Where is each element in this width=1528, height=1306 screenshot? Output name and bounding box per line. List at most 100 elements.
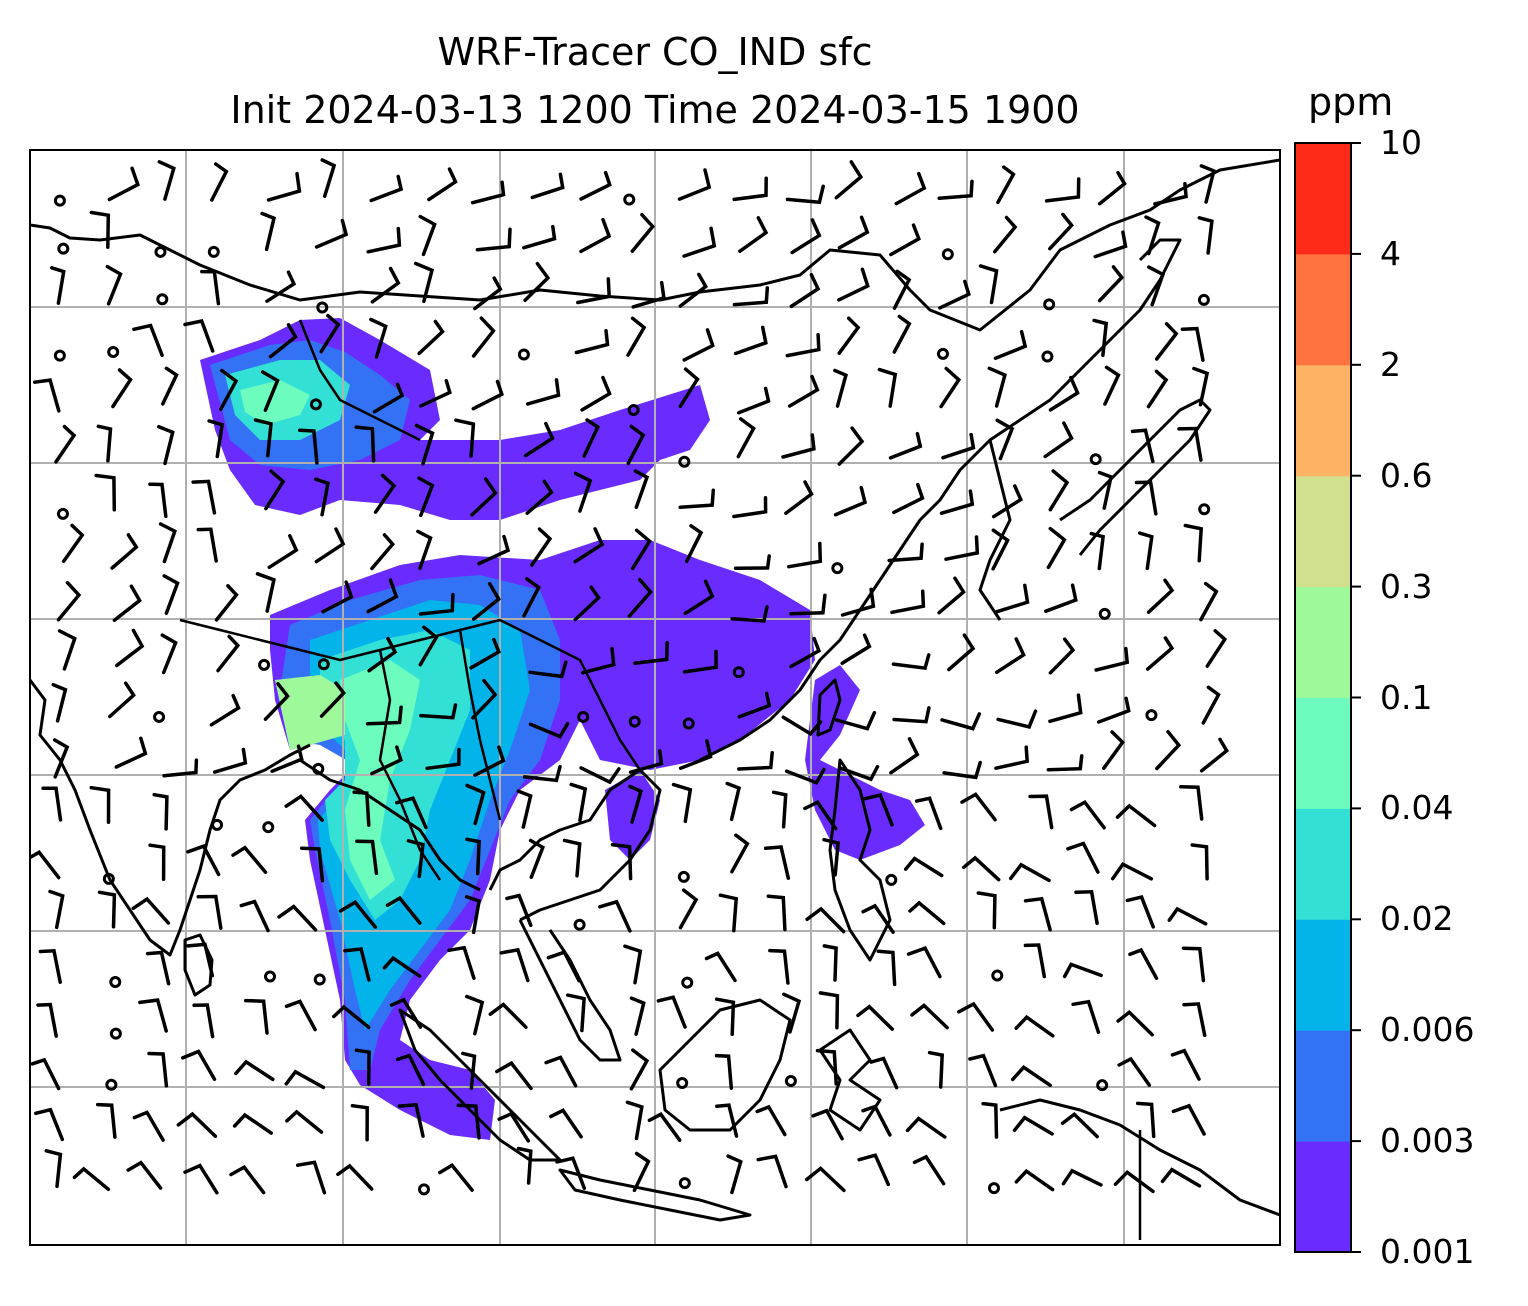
wind-barb [465,994,485,1036]
wind-barb [95,1102,117,1139]
calm-wind-marker [1098,607,1111,620]
wind-barb [996,709,1038,729]
calm-wind-marker [154,245,167,258]
wind-barb [837,316,861,355]
wind-barb [789,593,827,616]
map-title-line1: WRF-Tracer CO_IND sfc [437,30,873,74]
colorbar-tick-label: 0.1 [1380,677,1433,717]
wind-barb [114,736,148,769]
wind-barb [471,678,498,720]
colorbar-band-9 [1295,143,1351,255]
wind-barb [1134,480,1158,516]
wind-barb [994,637,1026,675]
wind-barb [991,528,1010,571]
colorbar-tick-label: 4 [1380,233,1401,273]
calm-wind-marker [153,710,166,723]
wind-barb [525,479,554,515]
wind-barb [718,893,739,933]
wind-barb [766,894,787,932]
wind-barb [397,1102,425,1138]
wind-barb [365,705,403,726]
wind-barb [555,1156,587,1191]
wind-barb [940,712,982,731]
wind-barb [736,417,756,459]
wind-barb [994,745,1030,770]
wind-barb [562,838,582,878]
wind-barb [968,1053,998,1088]
wind-barb [366,226,402,254]
wind-barb [1117,1056,1152,1087]
wind-barb [343,947,371,982]
wind-barb [580,646,616,675]
wind-barb [1014,1014,1055,1038]
wind-barb [314,218,349,249]
wind-barb [416,529,433,570]
wind-barb [191,479,217,515]
wind-barb [475,227,512,252]
colorbar-band-0 [1295,1141,1351,1253]
wind-barb [33,378,61,413]
colorbar-band-6 [1295,475,1351,588]
wind-barb [576,277,612,305]
wind-barb [350,1103,369,1142]
wind-barb [1125,895,1155,929]
colorbar-band-5 [1295,586,1351,698]
wind-barb [569,782,588,823]
wind-barb [438,1163,474,1192]
calm-wind-marker [312,762,325,775]
wind-barb [418,625,439,667]
calm-wind-marker [317,658,330,671]
wind-barb [61,523,85,563]
wind-barb [469,637,501,670]
wind-barb [910,1003,949,1030]
calm-wind-marker [109,975,122,988]
colorbar-frame [1294,142,1352,1253]
wind-barb [320,158,337,198]
wind-barb [1048,212,1074,251]
wind-barb [889,223,921,257]
calm-wind-marker [102,872,115,885]
wind-barb [243,998,269,1035]
wind-barb [471,582,501,621]
wind-barb [630,528,652,571]
wind-barb [861,792,894,827]
colorbar-band-8 [1295,253,1351,366]
wind-barb [284,999,317,1032]
wind-barb [1180,326,1205,362]
wind-barb [30,850,61,880]
wind-barb [200,269,221,306]
wind-barb [495,1060,533,1091]
wind-barb [183,318,215,353]
wind-barb [647,1112,682,1142]
wind-barb [418,592,455,616]
wind-barb [461,1051,477,1090]
coast-malay [518,919,622,1062]
wind-barb [1115,803,1157,828]
calm-wind-marker [109,1027,122,1040]
wind-barb [877,367,898,408]
wind-barb [732,286,770,307]
wind-barb [682,226,717,258]
wind-barb [1060,1111,1099,1139]
wind-barb [892,314,912,354]
calm-wind-marker [1198,503,1211,516]
wind-barb [48,889,65,930]
wind-barb [38,948,62,984]
wind-barb [1154,322,1179,361]
wind-barb [107,166,140,202]
wind-barb [488,1002,528,1029]
wind-barb [1146,578,1175,614]
wind-barb [1179,785,1204,821]
coast-philippines [828,758,892,962]
wind-barb [114,628,145,668]
wind-barb [784,767,826,785]
wind-barb [319,313,341,354]
wind-barb [418,214,437,257]
wind-barb [1066,841,1100,874]
wind-barb [50,266,66,305]
wind-barb [573,471,593,513]
wind-barb [906,946,942,979]
calm-wind-marker [831,562,844,575]
wind-barb [546,950,581,983]
wind-barb [186,844,221,877]
